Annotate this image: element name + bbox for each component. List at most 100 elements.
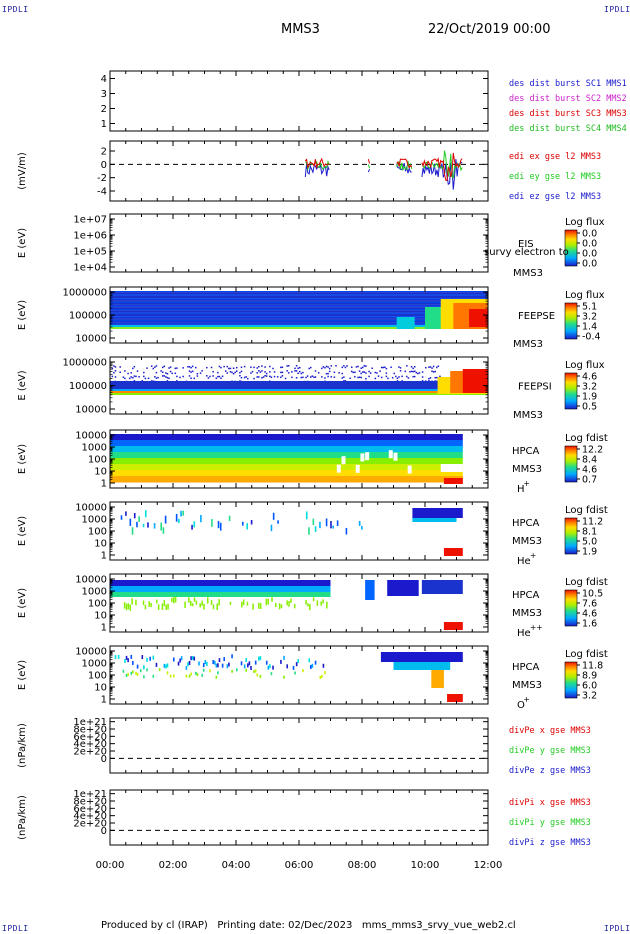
legend-entry-burst: des dist burst SC2 MMS2 bbox=[509, 94, 627, 104]
spacecraft-label-hpca_o: MMS3 bbox=[512, 680, 542, 691]
colorbar-tick-label-hpca_he2: 4.6 bbox=[582, 609, 597, 620]
heat-cell-hpca-o bbox=[139, 669, 142, 673]
heat-cell-feepsi bbox=[206, 366, 208, 369]
heat-cell-feepsi bbox=[231, 371, 233, 374]
heat-cell-feepsi bbox=[232, 367, 235, 370]
heat-cell-feepsi bbox=[295, 365, 298, 367]
heat-cell-feepsi bbox=[428, 377, 430, 380]
y-axis-label-edi: (mV/m) bbox=[17, 152, 28, 190]
heat-cell-hpca-he bbox=[178, 518, 180, 524]
heat-cell-feepsi bbox=[374, 371, 377, 374]
heat-cell-hpca-o bbox=[173, 657, 175, 662]
heat-cell-feepsi bbox=[253, 366, 255, 369]
heat-cell-hpca-o bbox=[165, 664, 167, 669]
heat-cell-feepsi bbox=[321, 376, 323, 378]
heat-cell-feepsi bbox=[354, 375, 356, 378]
heat-cell-feepsi bbox=[286, 370, 288, 372]
heat-cell-feepsi bbox=[119, 366, 121, 368]
heat-cell-hpca-he bbox=[443, 548, 463, 556]
heat-cell-feepsi bbox=[327, 372, 329, 375]
heat-cell-hpca-he bbox=[147, 522, 149, 528]
heat-cell-hpca-o bbox=[191, 655, 194, 660]
y-tick-label-hpca_o: 10 bbox=[94, 683, 107, 694]
heat-cell-hpca-o bbox=[215, 663, 218, 668]
heat-cell-feepsi bbox=[169, 370, 172, 373]
heat-cell-hpca-o bbox=[206, 661, 208, 666]
species-label-hpca_h: H bbox=[517, 484, 525, 495]
y-tick-label-divpi: 4e+20 bbox=[73, 811, 107, 822]
heat-cell-hpca-o bbox=[122, 669, 125, 673]
heat-cell-hpca-h bbox=[110, 452, 463, 459]
heat-cell-feepsi bbox=[355, 366, 358, 368]
heat-cell-feepse bbox=[469, 309, 488, 327]
heat-cell-feepsi bbox=[256, 376, 258, 378]
heat-cell-feepsi bbox=[261, 370, 263, 372]
heat-cell-feepsi bbox=[302, 376, 304, 379]
heat-cell-hpca-o bbox=[195, 671, 197, 675]
heat-cell-hpca-he2 bbox=[316, 600, 319, 606]
series-line-edi bbox=[421, 150, 463, 179]
heat-cell-feepsi bbox=[217, 371, 219, 374]
y-tick-label-hpca_o: 1000 bbox=[82, 659, 107, 670]
heat-cell-hpca-o bbox=[193, 656, 196, 661]
heat-cell-hpca-o bbox=[136, 664, 139, 669]
heat-cell-feepse bbox=[110, 299, 488, 301]
heat-cell-hpca-h bbox=[388, 450, 393, 459]
heat-cell-feepsi bbox=[384, 366, 386, 368]
heat-cell-feepsi bbox=[155, 377, 158, 379]
heat-cell-feepsi bbox=[398, 366, 400, 368]
heat-cell-hpca-o bbox=[163, 663, 166, 668]
y-tick-label-edi: -2 bbox=[97, 173, 107, 184]
heat-cell-feepsi bbox=[280, 371, 282, 374]
colorbar-tick-label-feepse: -0.4 bbox=[582, 332, 601, 343]
species-label-hpca_he: He bbox=[517, 556, 531, 567]
heat-cell-feepsi bbox=[280, 376, 282, 379]
heat-cell-hpca-o bbox=[217, 663, 219, 668]
heat-cell-feepsi bbox=[163, 375, 166, 377]
y-tick-label-edi: 0 bbox=[101, 160, 107, 171]
heat-cell-feepsi bbox=[259, 371, 262, 373]
y-tick-label-hpca_h: 10000 bbox=[75, 431, 107, 442]
y-tick-label-burst: 4 bbox=[101, 74, 107, 85]
heat-cell-feepsi bbox=[240, 370, 243, 373]
heat-cell-feepse bbox=[110, 306, 488, 308]
heat-cell-feepsi bbox=[280, 366, 282, 369]
heat-cell-hpca-he bbox=[219, 522, 222, 531]
heat-cell-feepsi bbox=[111, 367, 114, 370]
heat-cell-feepsi bbox=[428, 366, 430, 368]
heat-cell-hpca-he bbox=[125, 511, 127, 516]
heat-cell-feepsi bbox=[209, 375, 211, 378]
colorbar-tick-label-feepsi: 3.2 bbox=[582, 382, 597, 393]
heat-cell-hpca-o bbox=[149, 656, 151, 661]
heat-cell-hpca-o bbox=[245, 668, 248, 672]
heat-cell-feepsi bbox=[350, 366, 353, 368]
legend-entry-burst: des dist burst SC1 MMS1 bbox=[509, 79, 627, 89]
y-tick-label-feepsi: 1000000 bbox=[62, 358, 107, 369]
y-tick-label-eis: 1e+06 bbox=[73, 231, 107, 242]
heat-cell-feepse bbox=[110, 323, 488, 325]
heat-cell-feepse bbox=[110, 313, 488, 316]
heat-cell-hpca-o bbox=[245, 658, 248, 663]
corner-tag-top-left: IPDLI bbox=[2, 5, 29, 14]
colorbar-tick-label-hpca_he2: 7.6 bbox=[582, 599, 597, 610]
x-tick-label: 08:00 bbox=[348, 860, 377, 871]
heat-cell-feepsi bbox=[294, 367, 296, 370]
heat-cell-feepsi bbox=[122, 376, 125, 378]
heat-cell-feepsi bbox=[243, 376, 246, 379]
heat-cell-feepsi bbox=[154, 366, 156, 368]
heat-cell-hpca-he bbox=[277, 520, 279, 524]
instrument-label-hpca_o: HPCA bbox=[512, 662, 540, 673]
heat-cell-hpca-he2 bbox=[184, 601, 186, 609]
heat-cell-feepsi bbox=[410, 365, 413, 368]
heat-cell-hpca-he bbox=[133, 512, 136, 519]
heat-cell-hpca-o bbox=[240, 661, 243, 666]
heat-cell-feepsi bbox=[182, 375, 184, 378]
heat-cell-feepsi bbox=[314, 376, 317, 378]
heat-cell-feepsi bbox=[325, 372, 328, 375]
colorbar-tick-label-hpca_o: 6.0 bbox=[582, 681, 597, 692]
heat-cell-feepsi bbox=[157, 376, 159, 379]
colorbar-tick-label-hpca_o: 8.9 bbox=[582, 671, 597, 682]
heat-cell-hpca-he bbox=[129, 518, 132, 526]
heat-cell-hpca-h bbox=[110, 434, 463, 441]
series-line-edi bbox=[304, 157, 330, 169]
